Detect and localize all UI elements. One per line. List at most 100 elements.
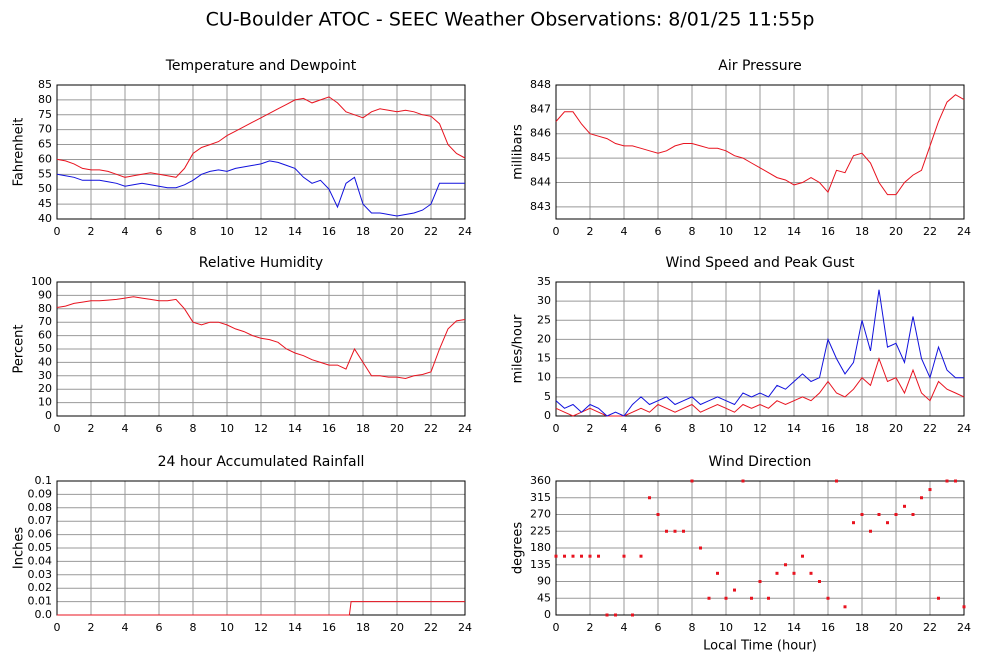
y-tick-label: 0.09 — [28, 487, 53, 500]
x-tick-label: 18 — [855, 422, 869, 435]
y-tick-label: 60 — [38, 152, 52, 165]
y-tick-label: 180 — [530, 541, 551, 554]
x-tick-label: 4 — [621, 422, 628, 435]
point — [869, 529, 872, 533]
point — [563, 554, 566, 558]
y-tick-label: 40 — [38, 355, 52, 368]
x-tick-label: 14 — [787, 621, 801, 634]
x-tick-label: 6 — [655, 621, 662, 634]
y-tick-label: 5 — [544, 390, 551, 403]
point — [588, 554, 592, 558]
y-tick-label: 45 — [537, 591, 551, 604]
y-tick-label: 20 — [537, 332, 551, 345]
y-tick-label: 0.01 — [28, 595, 53, 608]
x-tick-label: 20 — [889, 225, 903, 238]
point — [622, 554, 626, 558]
x-tick-label: 18 — [356, 422, 370, 435]
y-tick-label: 315 — [530, 491, 551, 504]
x-tick-label: 8 — [689, 422, 696, 435]
panel-title: Air Pressure — [718, 58, 801, 74]
x-tick-label: 18 — [356, 225, 370, 238]
x-tick-label: 14 — [288, 621, 302, 634]
x-tick-label: 0 — [553, 422, 560, 435]
point — [554, 554, 558, 558]
y-tick-label: 50 — [38, 342, 52, 355]
x-tick-label: 24 — [458, 225, 472, 238]
y-axis-label: miles/hour — [511, 314, 526, 383]
y-tick-label: 844 — [530, 175, 551, 188]
point — [716, 571, 719, 575]
x-tick-label: 22 — [923, 225, 937, 238]
point — [597, 554, 600, 558]
y-tick-label: 225 — [530, 524, 551, 537]
y-axis-label: degrees — [511, 522, 526, 575]
x-tick-label: 24 — [458, 621, 472, 634]
series-line — [555, 289, 964, 417]
x-tick-label: 0 — [54, 225, 61, 238]
y-tick-label: 0.05 — [28, 541, 53, 554]
plot-frame — [555, 281, 965, 417]
point — [631, 613, 634, 617]
x-tick-label: 18 — [356, 621, 370, 634]
x-tick-label: 16 — [821, 621, 835, 634]
x-tick-label: 14 — [787, 225, 801, 238]
panel-title: 24 hour Accumulated Rainfall — [158, 454, 365, 470]
x-tick-label: 2 — [587, 422, 594, 435]
y-tick-label: 845 — [530, 151, 551, 164]
x-tick-label: 12 — [753, 621, 767, 634]
x-tick-label: 20 — [390, 225, 404, 238]
y-tick-label: 0 — [45, 409, 52, 422]
x-tick-label: 16 — [322, 225, 336, 238]
x-tick-label: 14 — [288, 422, 302, 435]
x-tick-label: 12 — [753, 225, 767, 238]
y-tick-label: 45 — [38, 197, 52, 210]
point — [699, 546, 702, 550]
y-axis-label: Fahrenheit — [12, 118, 27, 187]
x-tick-label: 0 — [54, 422, 61, 435]
point — [809, 571, 813, 575]
point — [843, 605, 847, 609]
point — [894, 513, 898, 516]
x-tick-label: 24 — [458, 422, 472, 435]
point — [775, 571, 779, 575]
series-line — [56, 160, 465, 217]
series-line — [555, 94, 965, 196]
point — [665, 529, 668, 533]
point — [750, 596, 753, 600]
x-tick-label: 8 — [190, 422, 197, 435]
point — [860, 513, 864, 516]
y-tick-label: 270 — [530, 508, 551, 521]
y-tick-label: 55 — [38, 167, 52, 180]
x-tick-label: 4 — [122, 225, 129, 238]
point — [784, 563, 787, 567]
point — [767, 596, 770, 600]
x-tick-label: 8 — [190, 225, 197, 238]
point — [877, 513, 881, 516]
point — [682, 529, 685, 533]
y-tick-label: 135 — [530, 558, 551, 571]
y-tick-label: 65 — [38, 138, 52, 151]
x-tick-label: 22 — [424, 422, 438, 435]
x-tick-label: 0 — [54, 621, 61, 634]
x-tick-label: 2 — [88, 225, 95, 238]
x-tick-label: 12 — [254, 422, 268, 435]
y-tick-label: 10 — [38, 396, 52, 409]
x-tick-label: 12 — [753, 422, 767, 435]
y-tick-label: 30 — [537, 294, 551, 307]
y-tick-label: 70 — [38, 123, 52, 136]
x-tick-label: 6 — [156, 225, 163, 238]
y-tick-label: 80 — [38, 93, 52, 106]
y-tick-label: 60 — [38, 329, 52, 342]
point — [656, 513, 660, 516]
plot-frame — [56, 281, 466, 417]
point — [903, 504, 906, 508]
y-tick-label: 0.07 — [28, 514, 53, 527]
y-tick-label: 100 — [31, 275, 52, 288]
x-tick-label: 20 — [390, 621, 404, 634]
x-axis-label: Local Time (hour) — [703, 639, 817, 654]
y-tick-label: 90 — [38, 288, 52, 301]
y-axis-label: Percent — [12, 325, 27, 374]
x-tick-label: 20 — [889, 621, 903, 634]
point — [605, 613, 609, 617]
point — [571, 554, 575, 558]
